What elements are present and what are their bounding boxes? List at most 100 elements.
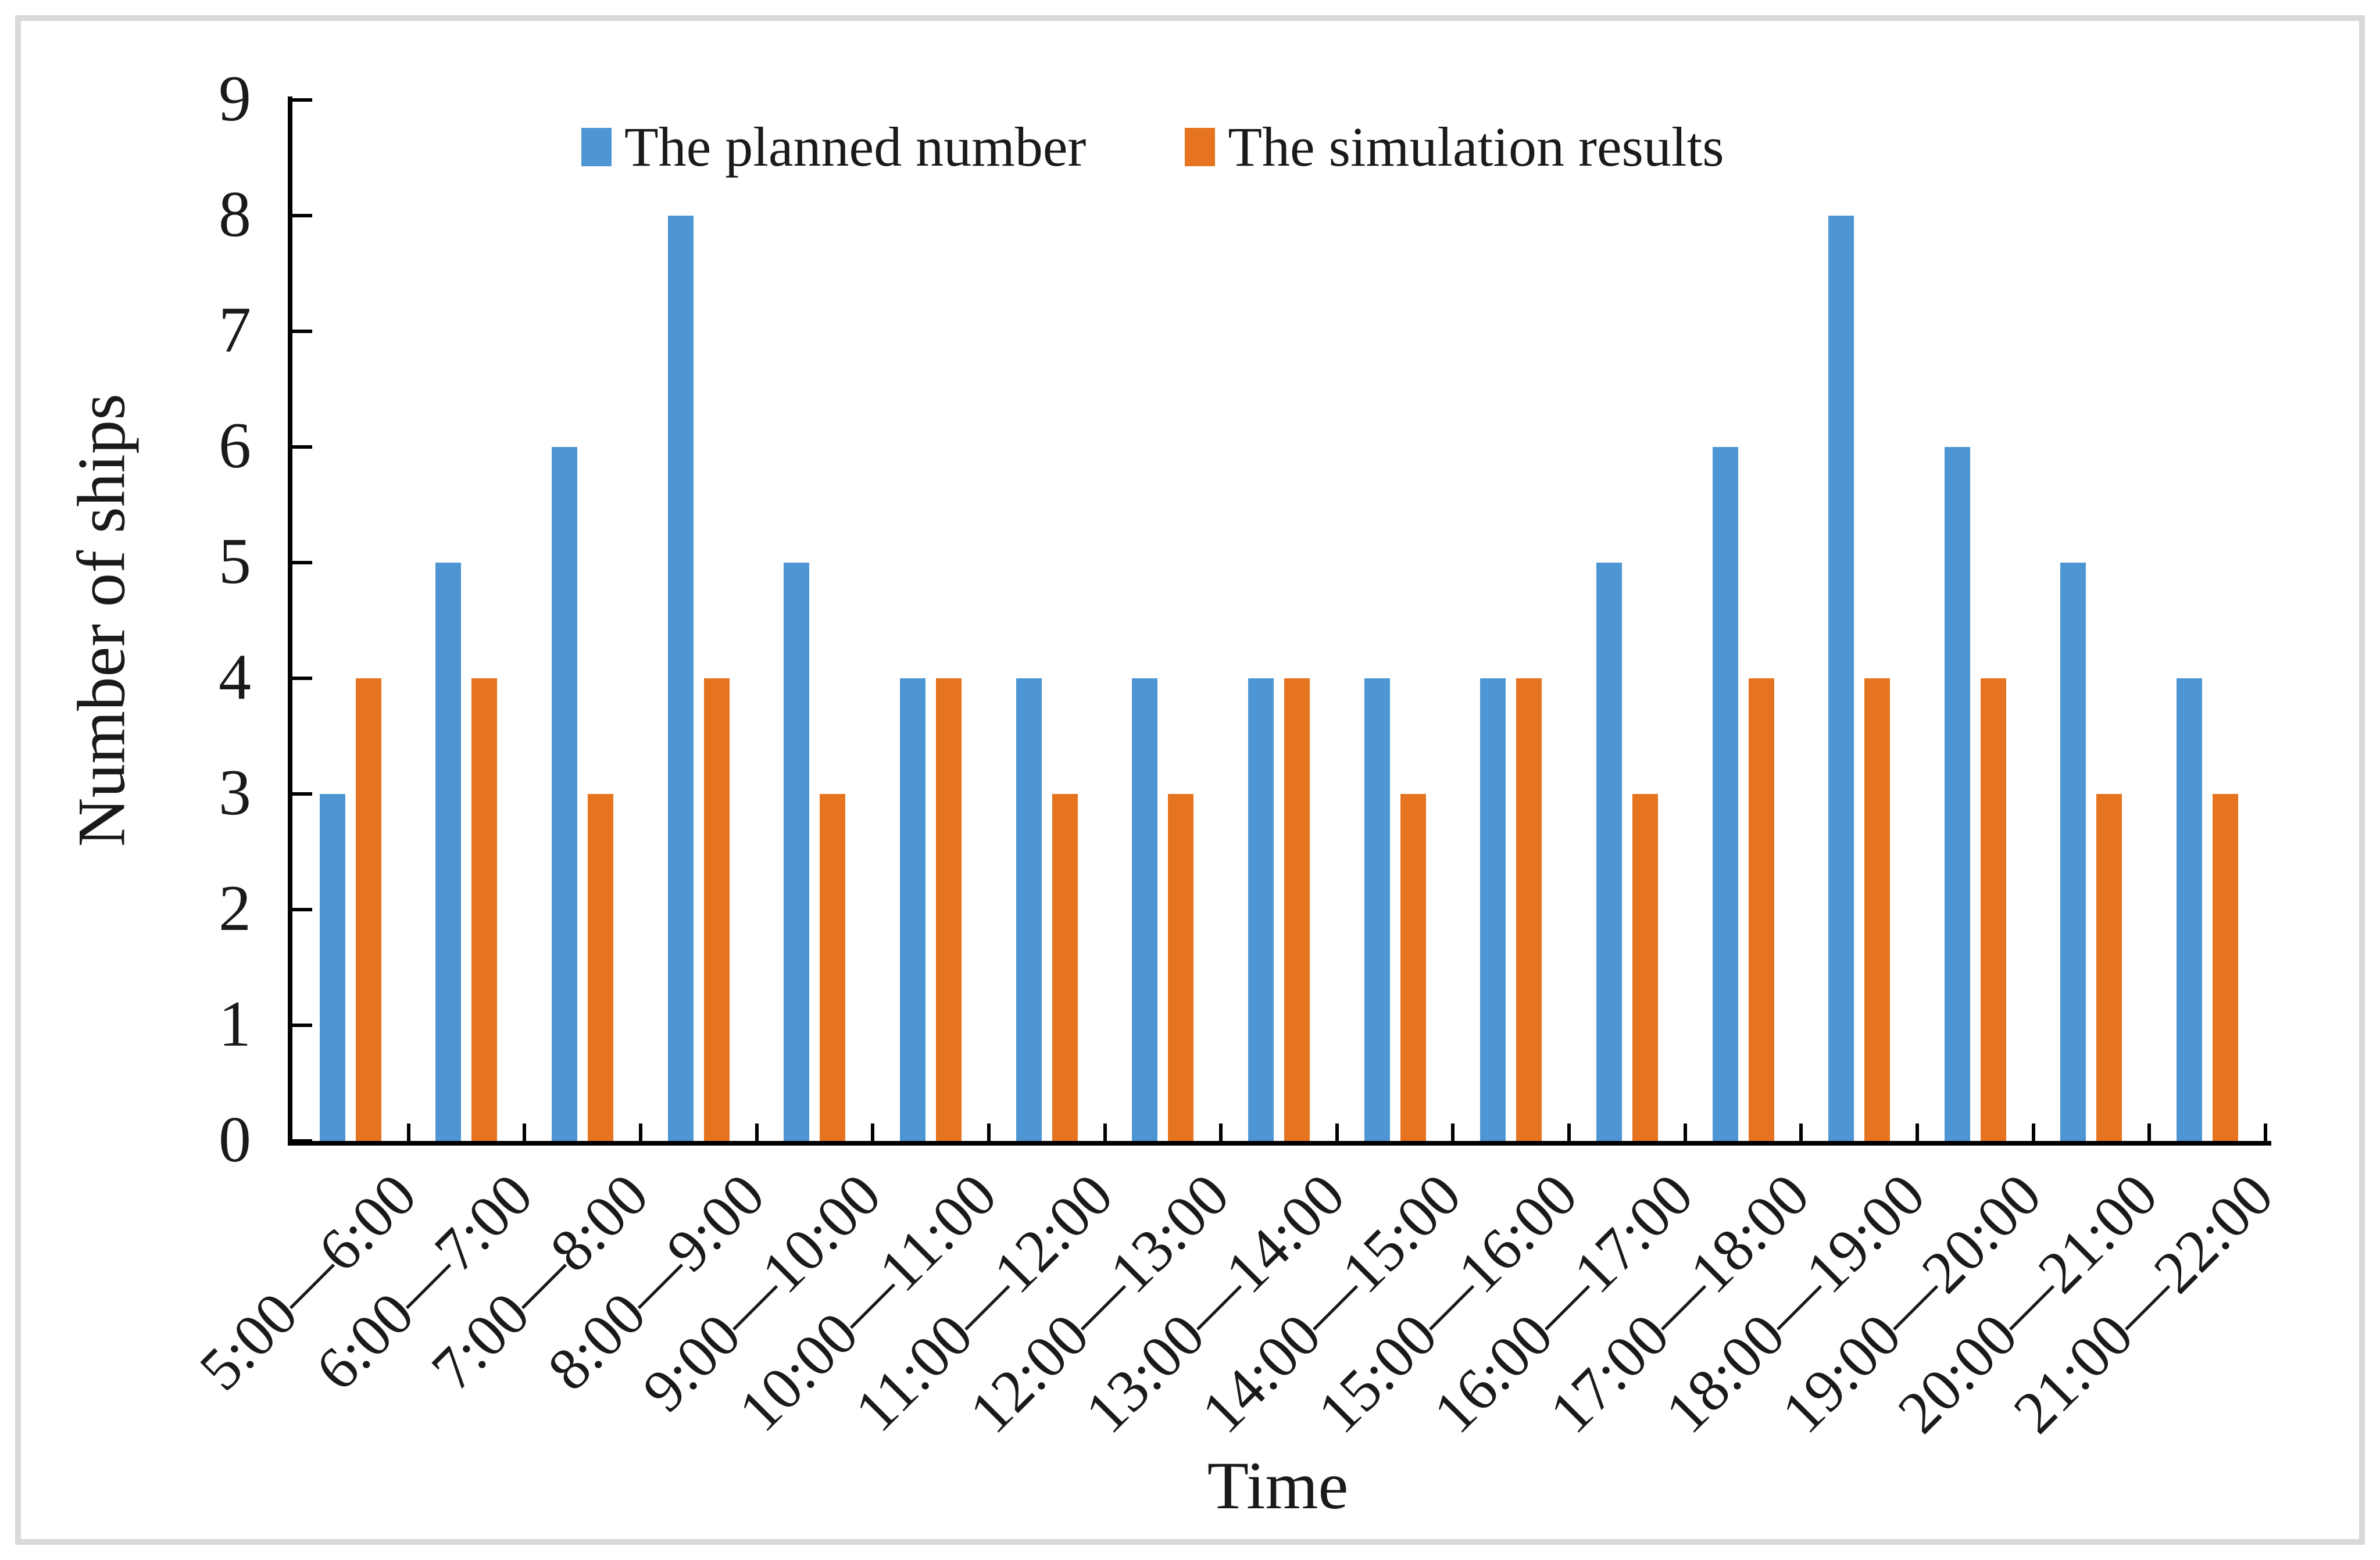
x-axis-tick xyxy=(406,1124,410,1141)
x-axis-tick xyxy=(2147,1124,2152,1141)
bar-simulation xyxy=(820,794,846,1141)
bar-simulation xyxy=(1284,678,1310,1141)
bar-planned xyxy=(1944,447,1970,1141)
bar-planned xyxy=(319,794,345,1141)
bar-planned xyxy=(1828,216,1854,1141)
category-group xyxy=(1569,100,1685,1141)
bar-planned xyxy=(1480,678,1506,1141)
bar-planned xyxy=(2060,563,2086,1141)
bar-planned xyxy=(1364,678,1390,1141)
bar-planned xyxy=(1596,563,1622,1141)
y-axis-title: Number of ships xyxy=(64,393,140,847)
category-group xyxy=(409,100,525,1141)
x-axis-tick xyxy=(523,1124,527,1141)
bar-simulation xyxy=(2096,794,2122,1141)
y-tick-label: 0 xyxy=(219,1104,251,1176)
category-group xyxy=(1685,100,1802,1141)
y-tick-label: 9 xyxy=(219,63,251,135)
bar-simulation xyxy=(1980,678,2006,1141)
bar-planned xyxy=(1712,447,1738,1141)
legend-swatch-planned-icon xyxy=(581,128,612,166)
x-axis-tick xyxy=(2264,1124,2267,1141)
bar-simulation xyxy=(1168,794,1194,1141)
category-group xyxy=(292,100,409,1141)
x-axis-title: Time xyxy=(1207,1448,1349,1523)
bar-simulation xyxy=(2213,794,2239,1141)
category-group xyxy=(1221,100,1337,1141)
bar-simulation xyxy=(703,678,730,1141)
bar-planned xyxy=(1248,678,1274,1141)
bar-simulation xyxy=(355,678,381,1141)
category-group xyxy=(2149,100,2265,1141)
category-group xyxy=(1105,100,1221,1141)
y-axis-line xyxy=(288,96,292,1146)
bar-simulation xyxy=(588,794,614,1141)
y-axis-tick xyxy=(292,445,312,449)
category-group xyxy=(757,100,873,1141)
bar-simulation xyxy=(1052,794,1078,1141)
y-axis-tick xyxy=(292,214,312,217)
x-axis-tick xyxy=(1799,1124,1803,1141)
x-axis-tick xyxy=(1335,1124,1339,1141)
y-tick-label: 5 xyxy=(219,525,251,597)
x-axis-tick xyxy=(871,1124,875,1141)
y-tick-label: 1 xyxy=(219,988,251,1060)
x-axis-tick xyxy=(1567,1124,1571,1141)
legend-swatch-simulation-icon xyxy=(1185,128,1216,166)
category-group xyxy=(1801,100,1917,1141)
plot-area xyxy=(292,100,2265,1141)
y-tick-label: 8 xyxy=(219,178,251,251)
category-group xyxy=(524,100,641,1141)
y-tick-label: 4 xyxy=(219,641,251,713)
y-axis-tick xyxy=(292,561,312,564)
legend-label-planned: The planned number xyxy=(624,116,1087,178)
y-tick-label: 6 xyxy=(219,410,251,482)
category-group xyxy=(989,100,1105,1141)
legend: The planned number The simulation result… xyxy=(581,119,1724,175)
x-axis-tick xyxy=(987,1124,991,1141)
bar-planned xyxy=(1132,678,1158,1141)
bar-planned xyxy=(435,563,462,1141)
bar-planned xyxy=(2177,678,2203,1141)
y-axis-tick xyxy=(292,98,312,102)
x-axis-tick xyxy=(1103,1124,1107,1141)
y-tick-label: 7 xyxy=(219,294,251,366)
category-group xyxy=(2034,100,2150,1141)
legend-label-simulation: The simulation results xyxy=(1228,116,1724,178)
bar-simulation xyxy=(471,678,498,1141)
y-axis-tick xyxy=(292,1139,312,1143)
x-axis-tick xyxy=(1683,1124,1687,1141)
y-axis-tick xyxy=(292,792,312,796)
x-axis-tick xyxy=(1219,1124,1223,1141)
category-group xyxy=(1337,100,1453,1141)
bar-simulation xyxy=(1864,678,1891,1141)
bar-simulation xyxy=(1748,678,1774,1141)
y-tick-label: 3 xyxy=(219,757,251,829)
bar-planned xyxy=(552,447,578,1141)
bar-planned xyxy=(1016,678,1042,1141)
category-group xyxy=(1917,100,2034,1141)
x-axis-line xyxy=(288,1141,2271,1146)
bar-simulation xyxy=(1632,794,1658,1141)
x-axis-tick xyxy=(1916,1124,1920,1141)
y-axis-tick xyxy=(292,677,312,680)
bar-simulation xyxy=(1400,794,1426,1141)
x-axis-tick xyxy=(1451,1124,1455,1141)
category-group xyxy=(641,100,757,1141)
y-axis-tick xyxy=(292,330,312,333)
bar-planned xyxy=(900,678,926,1141)
y-axis-tick xyxy=(292,1024,312,1027)
x-axis-tick xyxy=(638,1124,642,1141)
x-axis-tick xyxy=(755,1124,759,1141)
category-group xyxy=(1453,100,1569,1141)
bar-planned xyxy=(667,216,694,1141)
bar-planned xyxy=(784,563,810,1141)
bar-simulation xyxy=(1516,678,1542,1141)
y-tick-label: 2 xyxy=(219,872,251,944)
legend-item-simulation: The simulation results xyxy=(1185,119,1724,175)
x-axis-tick xyxy=(2031,1124,2035,1141)
category-group xyxy=(873,100,989,1141)
legend-item-planned: The planned number xyxy=(581,119,1086,175)
y-axis-tick xyxy=(292,908,312,911)
